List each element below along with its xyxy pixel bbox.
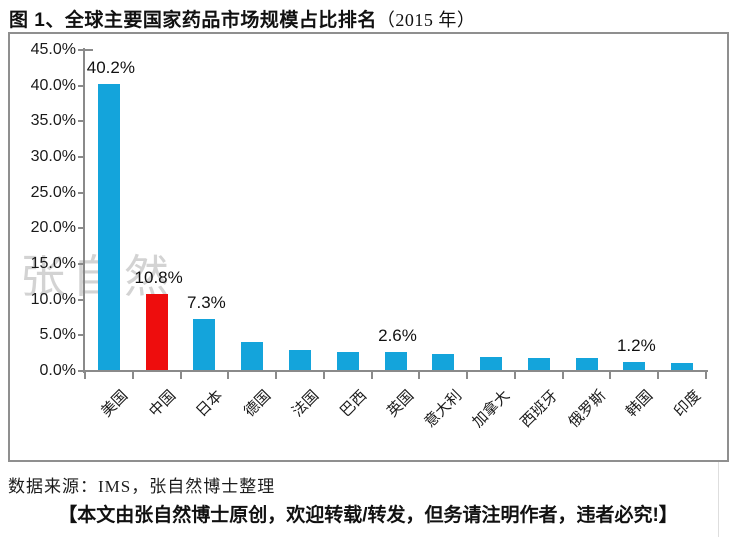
x-axis-category-label: 俄罗斯 xyxy=(564,387,609,431)
x-axis-tick-mark xyxy=(370,371,373,379)
x-axis-category-label: 巴西 xyxy=(336,387,370,421)
bar-value-label: 7.3% xyxy=(187,292,226,312)
y-axis-tick-mark xyxy=(78,227,85,230)
page-edge-line xyxy=(718,462,719,537)
bar-日本 xyxy=(193,318,216,371)
y-axis-tick-label: 5.0% xyxy=(39,326,76,344)
x-axis-category-label: 日本 xyxy=(193,387,227,421)
bar-俄罗斯 xyxy=(575,358,598,371)
y-axis-tick-mark xyxy=(78,334,85,337)
bar-中国 xyxy=(145,293,168,371)
plot-area: 张自然 45.0% 40.0% 35.0% 30.0% 25.0% 20.0% 15.0% 1… xyxy=(10,34,727,460)
x-axis-tick-mark xyxy=(131,371,134,379)
y-axis-tick-label: 35.0% xyxy=(30,112,76,130)
bar-value-label: 2.6% xyxy=(378,326,417,346)
bar-西班牙 xyxy=(527,358,550,371)
y-axis-tick-label: 0.0% xyxy=(39,362,76,379)
x-axis-tick-mark xyxy=(418,371,421,379)
bar-德国 xyxy=(241,342,264,371)
x-axis-tick-mark xyxy=(179,371,182,379)
x-axis-category-label: 美国 xyxy=(97,387,132,421)
x-axis-category-label: 法国 xyxy=(288,387,323,421)
x-axis-tick-mark xyxy=(227,371,230,379)
x-axis-category-label: 英国 xyxy=(384,387,418,421)
y-axis-tick-mark xyxy=(78,370,85,372)
chart-frame: 张自然 45.0% 40.0% 35.0% 30.0% 25.0% 20.0% 15.0% 1… xyxy=(8,32,729,462)
x-axis-category-label: 韩国 xyxy=(623,387,657,421)
x-axis-tick-mark xyxy=(705,371,707,379)
bar-value-label: 1.2% xyxy=(616,336,656,356)
y-axis-tick-label: 15.0% xyxy=(30,255,76,272)
y-axis-tick-mark xyxy=(78,191,85,194)
x-axis-tick-mark xyxy=(466,371,469,379)
x-axis-category-label: 西班牙 xyxy=(517,387,561,431)
bar-法国 xyxy=(288,349,311,371)
y-axis-tick-label: 25.0% xyxy=(30,183,76,201)
x-axis-category-label: 德国 xyxy=(241,387,275,421)
bar-韩国 xyxy=(623,362,646,371)
bar-巴西 xyxy=(336,351,359,371)
bar-印度 xyxy=(671,363,694,371)
y-axis-tick-label: 45.0% xyxy=(30,41,76,58)
y-axis-tick-mark xyxy=(78,49,85,51)
chart-title: 图 1、全球主要国家药品市场规模占比排名（2015 年） xyxy=(9,5,729,32)
bar-意大利 xyxy=(432,353,455,371)
x-axis-tick-mark xyxy=(275,371,278,379)
x-axis-category-label: 中国 xyxy=(145,387,179,421)
bar-value-label: 40.2% xyxy=(86,58,135,78)
x-axis-tick-mark xyxy=(657,371,660,379)
y-axis-tick-mark xyxy=(78,120,85,123)
y-axis-tick-label: 20.0% xyxy=(30,219,76,237)
bar-加拿大 xyxy=(480,357,503,371)
chart-title-main: 图 1、全球主要国家药品市场规模占比排名 xyxy=(9,10,377,31)
bar-value-label: 10.8% xyxy=(134,267,183,287)
y-axis-tick-mark xyxy=(78,84,85,87)
copyright-note: 【本文由张自然博士原创，欢迎转载/转发，但务请注明作者，违者必究!】 xyxy=(58,505,678,526)
x-axis-line xyxy=(83,370,708,372)
watermark-text: 张自然 xyxy=(20,240,176,305)
x-axis-tick-mark xyxy=(561,371,564,379)
y-axis-tick-mark xyxy=(78,263,85,265)
y-axis-line xyxy=(83,48,85,373)
y-axis-tick-label: 40.0% xyxy=(30,76,76,94)
y-axis-tick-label: 10.0% xyxy=(30,290,76,308)
x-axis-category-label: 印度 xyxy=(671,387,705,421)
y-axis-top-tick xyxy=(85,49,93,51)
x-axis-tick-mark xyxy=(322,371,325,379)
bar-英国 xyxy=(384,352,407,371)
bar-美国 xyxy=(97,84,120,371)
y-axis-tick-mark xyxy=(78,298,85,301)
x-axis-tick-mark xyxy=(84,371,86,379)
x-axis-category-label: 加拿大 xyxy=(469,387,514,431)
data-source-note: 数据来源：IMS，张自然博士整理 xyxy=(8,477,276,496)
y-axis-tick-label: 30.0% xyxy=(30,148,76,165)
x-axis-tick-mark xyxy=(609,371,612,379)
chart-title-year: （2015 年） xyxy=(376,10,476,30)
y-axis-tick-mark xyxy=(78,156,85,158)
x-axis-tick-mark xyxy=(513,371,516,379)
x-axis-category-label: 意大利 xyxy=(421,387,466,431)
